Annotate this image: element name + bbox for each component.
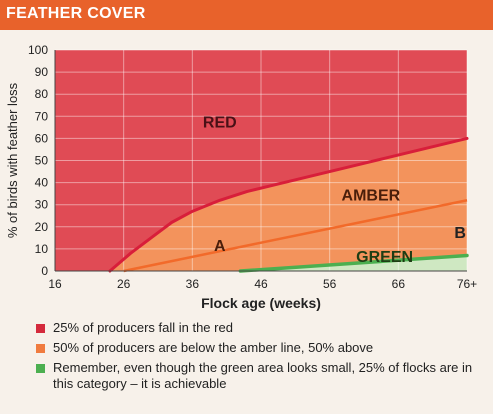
legend-text-red: 25% of producers fall in the red: [53, 320, 233, 335]
label-amber: AMBER: [342, 187, 401, 204]
header-title: FEATHER COVER: [6, 5, 146, 22]
feather-loss-chart: 0 10 20 30 40 50 60 70 80 90 100 16 26 36 46 56 66 76+ Flo…: [5, 43, 477, 311]
label-a: A: [214, 238, 226, 255]
y-tick-label: 30: [35, 198, 49, 212]
legend-item-red: 25% of producers fall in the red: [36, 320, 481, 336]
y-tick-label: 60: [35, 131, 49, 145]
legend: 25% of producers fall in the red 50% of …: [36, 320, 481, 396]
y-tick-label: 70: [35, 109, 49, 123]
x-axis-title: Flock age (weeks): [201, 295, 321, 311]
y-tick-label: 100: [28, 43, 48, 57]
annotations: RED AMBER GREEN A B: [203, 114, 466, 266]
zone-amber: [109, 138, 467, 271]
y-axis-title: % of birds with feather loss: [5, 82, 20, 238]
x-tick-label: 26: [117, 277, 131, 291]
grid: [54, 49, 468, 272]
amber-line: [123, 199, 468, 273]
y-tick-label: 50: [35, 154, 49, 168]
y-tick-label: 10: [35, 242, 49, 256]
header-bar: FEATHER COVER: [0, 0, 493, 30]
legend-text-amber: 50% of producers are below the amber lin…: [53, 340, 374, 355]
y-tick-label: 0: [41, 264, 48, 278]
legend-text-green: Remember, even though the green area loo…: [53, 360, 473, 391]
axes: 0 10 20 30 40 50 60 70 80 90 100 16 26 36 46 56 66 76+ Flo…: [5, 43, 477, 311]
x-tick-label: 66: [392, 277, 406, 291]
label-red: RED: [203, 114, 237, 131]
legend-item-green: Remember, even though the green area loo…: [36, 360, 481, 392]
label-green: GREEN: [356, 249, 413, 266]
label-b: B: [454, 225, 466, 242]
y-tick-label: 90: [35, 65, 49, 79]
legend-swatch-amber: [36, 344, 45, 353]
x-tick-label: 46: [254, 277, 268, 291]
green-line: [238, 253, 469, 273]
y-tick-label: 80: [35, 87, 49, 101]
x-tick-label: 76+: [457, 277, 477, 291]
x-tick-label: 56: [323, 277, 337, 291]
red-line: [108, 136, 469, 273]
legend-swatch-green: [36, 364, 45, 373]
x-tick-label: 16: [48, 277, 62, 291]
legend-swatch-red: [36, 324, 45, 333]
legend-item-amber: 50% of producers are below the amber lin…: [36, 340, 481, 356]
y-tick-label: 20: [35, 220, 49, 234]
x-tick-label: 36: [186, 277, 200, 291]
y-tick-label: 40: [35, 176, 49, 190]
